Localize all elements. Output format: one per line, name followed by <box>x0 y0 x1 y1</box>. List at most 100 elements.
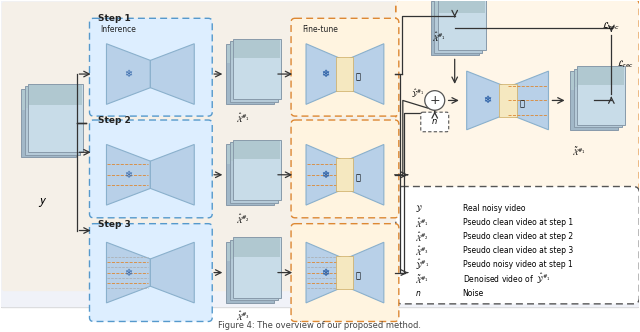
Bar <box>233 139 281 200</box>
Text: ❄: ❄ <box>483 95 491 106</box>
Text: $\hat{\mathcal{Y}}^{\#_1}$: $\hat{\mathcal{Y}}^{\#_1}$ <box>415 258 429 272</box>
Text: Pseudo clean video at step 3: Pseudo clean video at step 3 <box>463 246 573 255</box>
Bar <box>572 72 618 90</box>
FancyBboxPatch shape <box>0 0 640 308</box>
Bar <box>29 85 82 105</box>
FancyBboxPatch shape <box>499 84 516 117</box>
Polygon shape <box>306 242 345 303</box>
FancyBboxPatch shape <box>396 0 639 194</box>
FancyBboxPatch shape <box>90 120 212 218</box>
Bar <box>230 241 276 259</box>
FancyBboxPatch shape <box>420 112 449 132</box>
Text: $\mathcal{y}$: $\mathcal{y}$ <box>38 196 47 209</box>
Bar <box>230 143 276 161</box>
Text: $\hat{\mathcal{X}}^{\#_2}$: $\hat{\mathcal{X}}^{\#_2}$ <box>236 212 250 225</box>
Text: ❄: ❄ <box>321 170 330 180</box>
Bar <box>230 42 276 60</box>
Bar <box>233 39 281 100</box>
Text: ❄: ❄ <box>483 95 491 106</box>
Text: $\hat{\mathcal{X}}^{\#_1}$: $\hat{\mathcal{X}}^{\#_1}$ <box>432 30 445 43</box>
Polygon shape <box>150 242 195 303</box>
Text: Pseudo clean video at step 1: Pseudo clean video at step 1 <box>463 218 573 227</box>
Bar <box>227 243 273 261</box>
Text: ❄: ❄ <box>124 170 132 180</box>
FancyBboxPatch shape <box>90 224 212 321</box>
Text: 🔥: 🔥 <box>356 173 361 182</box>
Bar <box>570 71 618 130</box>
Bar <box>579 67 625 85</box>
Bar <box>575 70 621 87</box>
Polygon shape <box>106 144 150 205</box>
Bar <box>227 45 273 63</box>
Text: Denoised video of  $\hat{\mathcal{Y}}^{\#_1}$: Denoised video of $\hat{\mathcal{Y}}^{\#… <box>463 272 550 286</box>
Bar <box>234 140 280 159</box>
Text: $\mathcal{Y}$: $\mathcal{Y}$ <box>415 203 422 213</box>
Polygon shape <box>306 44 345 104</box>
Bar <box>230 142 278 203</box>
FancyBboxPatch shape <box>337 158 353 192</box>
Bar <box>234 40 280 58</box>
Text: $\hat{\mathcal{X}}^{\#_1}$: $\hat{\mathcal{X}}^{\#_1}$ <box>415 216 429 228</box>
Polygon shape <box>467 71 508 130</box>
FancyBboxPatch shape <box>291 224 399 321</box>
Text: $\hat{\mathcal{X}}^{\#_3}$: $\hat{\mathcal{X}}^{\#_3}$ <box>415 244 429 257</box>
Polygon shape <box>508 71 548 130</box>
Text: +: + <box>429 94 440 107</box>
Text: Step 1: Step 1 <box>99 14 131 23</box>
Text: Inference: Inference <box>100 25 136 34</box>
Bar <box>435 0 482 52</box>
Text: $\hat{\mathcal{X}}^{\#_3}$: $\hat{\mathcal{X}}^{\#_3}$ <box>236 310 250 322</box>
FancyBboxPatch shape <box>337 256 353 289</box>
Bar <box>574 69 622 127</box>
Polygon shape <box>150 44 195 104</box>
Text: $n$: $n$ <box>431 118 438 126</box>
Polygon shape <box>106 242 150 303</box>
Bar <box>438 0 486 50</box>
Text: 🔥: 🔥 <box>520 99 524 108</box>
Text: Pseudo noisy video at step 1: Pseudo noisy video at step 1 <box>463 260 572 269</box>
Text: ❄: ❄ <box>321 170 330 180</box>
Text: Step 2: Step 2 <box>99 116 131 125</box>
Text: $\tilde{\mathcal{X}}^{\#_1}$: $\tilde{\mathcal{X}}^{\#_1}$ <box>415 273 429 285</box>
Text: $\hat{\mathcal{X}}^{\#_2}$: $\hat{\mathcal{X}}^{\#_2}$ <box>415 230 429 243</box>
Text: Real noisy video: Real noisy video <box>463 204 525 212</box>
Bar <box>21 89 76 157</box>
Text: 🔥: 🔥 <box>356 73 361 82</box>
Bar <box>226 44 274 104</box>
Bar <box>234 238 280 257</box>
Bar <box>226 144 274 205</box>
Polygon shape <box>345 144 384 205</box>
Text: ❄: ❄ <box>321 268 330 278</box>
Bar <box>432 2 477 18</box>
Text: Noise: Noise <box>463 289 484 297</box>
Polygon shape <box>345 242 384 303</box>
Bar <box>28 84 83 152</box>
FancyBboxPatch shape <box>291 120 399 218</box>
Text: $\mathcal{L}_{rec}$: $\mathcal{L}_{rec}$ <box>618 58 634 70</box>
Circle shape <box>425 91 445 110</box>
FancyBboxPatch shape <box>291 18 399 116</box>
Text: ❄: ❄ <box>321 69 330 79</box>
Text: ❄: ❄ <box>321 268 330 278</box>
Text: $\hat{\mathcal{Y}}^{\#_1}$: $\hat{\mathcal{Y}}^{\#_1}$ <box>412 87 424 100</box>
Bar <box>226 242 274 303</box>
FancyBboxPatch shape <box>396 187 639 304</box>
Text: $n$: $n$ <box>415 289 421 297</box>
Bar <box>25 86 79 155</box>
Text: Pseudo clean video at step 2: Pseudo clean video at step 2 <box>463 232 573 241</box>
Text: ❄: ❄ <box>321 69 330 79</box>
Bar <box>230 240 278 300</box>
Polygon shape <box>306 144 345 205</box>
Bar <box>439 0 484 13</box>
Bar <box>233 237 281 298</box>
Bar <box>431 1 479 55</box>
Bar <box>26 87 79 108</box>
Polygon shape <box>106 44 150 104</box>
Polygon shape <box>150 144 195 205</box>
Polygon shape <box>345 44 384 104</box>
Bar <box>435 0 481 16</box>
FancyBboxPatch shape <box>337 57 353 91</box>
Bar <box>230 41 278 102</box>
Text: Fine-tune: Fine-tune <box>302 25 338 34</box>
Bar <box>22 90 75 110</box>
